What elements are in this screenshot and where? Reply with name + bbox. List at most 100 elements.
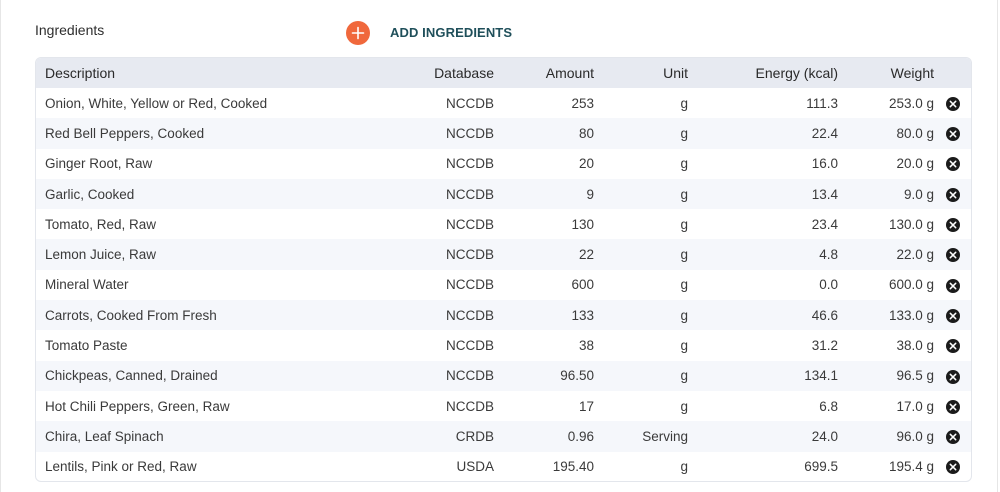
ingredient-energy: 6.8	[819, 398, 838, 414]
table-row: Ginger Root, Raw NCCDB 20 g 16.0 20.0 g	[36, 149, 971, 179]
header-amount[interactable]: Amount	[545, 65, 594, 81]
remove-ingredient-button[interactable]	[945, 369, 960, 384]
header-description[interactable]: Description	[45, 65, 116, 81]
ingredient-energy: 46.6	[811, 307, 838, 323]
ingredient-weight: 38.0 g	[896, 338, 934, 354]
table-row: Chickpeas, Canned, Drained NCCDB 96.50 g 134…	[36, 360, 971, 391]
ingredient-amount[interactable]: 600	[571, 277, 594, 293]
remove-ingredient-button[interactable]	[945, 430, 960, 445]
table-row: Garlic, Cooked NCCDB 9 g 13.4 9.0 g	[36, 178, 971, 210]
header-database[interactable]: Database	[434, 65, 494, 81]
ingredient-weight: 96.0 g	[896, 428, 934, 444]
ingredient-unit[interactable]: g	[680, 216, 688, 232]
add-ingredient-button[interactable]	[346, 21, 370, 45]
row-actions	[934, 88, 971, 118]
ingredient-weight: 80.0 g	[896, 125, 934, 141]
remove-ingredient-button[interactable]	[945, 339, 960, 354]
table-row: Tomato Paste NCCDB 38 g 31.2 38.0 g	[36, 330, 971, 360]
ingredient-unit[interactable]: g	[680, 459, 688, 475]
table-row: Red Bell Peppers, Cooked NCCDB 80 g 22.4 80.0…	[36, 118, 971, 149]
ingredient-amount[interactable]: 253	[571, 95, 594, 111]
close-icon	[949, 373, 956, 380]
right-divider	[997, 0, 998, 492]
close-icon	[949, 433, 956, 441]
close-icon	[949, 191, 956, 199]
remove-ingredient-button[interactable]	[945, 308, 960, 323]
ingredient-description: Red Bell Peppers, Cooked	[45, 125, 205, 141]
ingredient-unit[interactable]: g	[680, 307, 688, 323]
ingredient-unit[interactable]: g	[680, 186, 688, 202]
header-energy[interactable]: Energy (kcal)	[755, 65, 838, 81]
ingredient-description: Ginger Root, Raw	[45, 156, 153, 172]
ingredient-description: Lentils, Pink or Red, Raw	[45, 459, 197, 475]
ingredient-database: NCCDB	[445, 307, 494, 323]
ingredient-amount[interactable]: 96.50	[560, 368, 594, 384]
ingredient-weight: 130.0 g	[888, 216, 934, 232]
table-row: Mineral Water NCCDB 600 g 0.0 600.0 g	[36, 270, 971, 300]
row-actions	[934, 209, 971, 239]
ingredient-description: Tomato, Red, Raw	[45, 216, 157, 232]
ingredient-unit[interactable]: g	[680, 247, 688, 263]
ingredient-amount[interactable]: 22	[578, 247, 594, 263]
ingredient-database: NCCDB	[445, 277, 494, 293]
row-actions	[934, 330, 971, 360]
ingredient-unit[interactable]: g	[680, 368, 688, 384]
ingredient-weight: 600.0 g	[888, 277, 934, 293]
add-ingredients-link[interactable]: ADD INGREDIENTS	[390, 25, 513, 40]
ingredient-amount[interactable]: 195.40	[552, 459, 594, 475]
ingredient-amount[interactable]: 17	[578, 398, 594, 414]
table-row: Tomato, Red, Raw NCCDB 130 g 23.4 130.0 g	[36, 209, 971, 239]
row-actions	[934, 421, 971, 451]
remove-ingredient-button[interactable]	[945, 218, 960, 233]
ingredients-table: Description Database Amount Unit Energy …	[35, 57, 972, 482]
table-row: Lemon Juice, Raw NCCDB 22 g 4.8 22.0 g	[36, 239, 971, 270]
ingredient-database: NCCDB	[445, 186, 494, 202]
ingredient-unit[interactable]: g	[680, 95, 688, 111]
table-row: Chira, Leaf Spinach CRDB 0.96 Serving 24.0 96…	[36, 421, 971, 452]
remove-ingredient-button[interactable]	[945, 157, 960, 172]
ingredient-unit[interactable]: Serving	[642, 428, 688, 444]
ingredient-weight: 133.0 g	[888, 307, 934, 323]
ingredient-amount[interactable]: 0.96	[567, 428, 594, 444]
ingredient-weight: 22.0 g	[896, 247, 934, 263]
ingredient-database: NCCDB	[445, 216, 494, 232]
ingredient-amount[interactable]: 130	[571, 216, 594, 232]
row-actions	[934, 239, 971, 269]
remove-ingredient-button[interactable]	[945, 278, 960, 293]
ingredient-amount[interactable]: 38	[578, 338, 594, 354]
close-icon	[949, 312, 956, 320]
ingredient-weight: 195.4 g	[888, 459, 934, 475]
ingredient-amount[interactable]: 20	[578, 156, 594, 172]
ingredient-amount[interactable]: 80	[578, 125, 594, 141]
ingredient-weight: 253.0 g	[888, 95, 934, 111]
remove-ingredient-button[interactable]	[945, 248, 960, 263]
remove-ingredient-button[interactable]	[945, 460, 960, 475]
ingredient-database: NCCDB	[445, 156, 494, 172]
ingredient-unit[interactable]: g	[680, 338, 688, 354]
ingredient-unit[interactable]: g	[680, 156, 688, 172]
ingredient-amount[interactable]: 133	[571, 307, 594, 323]
header-weight[interactable]: Weight	[890, 65, 934, 81]
row-actions	[934, 391, 971, 421]
ingredient-description: Carrots, Cooked From Fresh	[45, 307, 217, 323]
remove-ingredient-button[interactable]	[945, 96, 960, 111]
remove-ingredient-button[interactable]	[945, 187, 960, 202]
ingredient-description: Hot Chili Peppers, Green, Raw	[45, 398, 230, 414]
remove-ingredient-button[interactable]	[945, 399, 960, 414]
row-actions	[934, 179, 971, 209]
header-unit[interactable]: Unit	[663, 65, 688, 81]
table-row: Onion, White, Yellow or Red, Cooked NCCDB…	[36, 88, 971, 118]
close-icon	[949, 463, 956, 471]
ingredient-unit[interactable]: g	[680, 125, 688, 141]
ingredient-amount[interactable]: 9	[586, 186, 594, 202]
ingredient-description: Mineral Water	[45, 277, 129, 293]
ingredient-energy: 16.0	[811, 156, 838, 172]
close-icon	[949, 282, 956, 290]
header-actions	[934, 58, 971, 88]
ingredient-unit[interactable]: g	[680, 398, 688, 414]
ingredient-unit[interactable]: g	[680, 277, 688, 293]
ingredient-energy: 22.4	[811, 125, 838, 141]
ingredient-database: NCCDB	[445, 338, 494, 354]
ingredient-database: NCCDB	[445, 247, 494, 263]
remove-ingredient-button[interactable]	[945, 127, 960, 142]
